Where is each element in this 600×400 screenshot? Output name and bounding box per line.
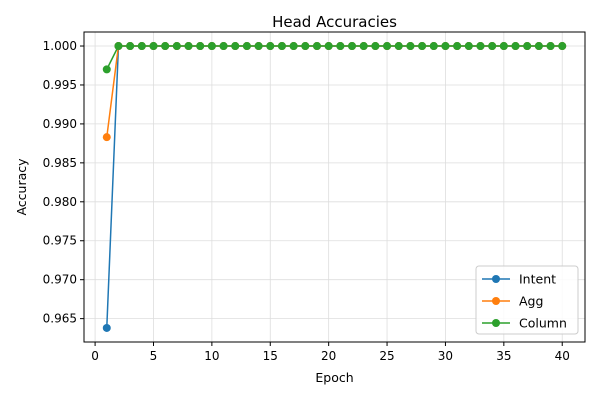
data-point-column: [453, 42, 462, 51]
data-point-column: [546, 42, 555, 51]
data-point-column: [429, 42, 438, 51]
series-line-column: [106, 45, 563, 70]
data-point-column: [231, 42, 240, 51]
data-point-column: [149, 42, 158, 51]
data-point-column: [289, 42, 298, 51]
legend-marker-swatch: [492, 275, 500, 283]
data-point-column: [254, 42, 263, 51]
x-tick-label: 30: [438, 349, 453, 363]
data-point-column: [523, 42, 532, 51]
y-tick-label: 0.975: [43, 234, 77, 248]
data-point-column: [371, 42, 380, 51]
data-point-column: [102, 65, 111, 74]
data-point-column: [114, 42, 123, 51]
data-point-column: [196, 42, 205, 51]
y-tick-label: 0.995: [43, 78, 77, 92]
x-tick-label: 5: [150, 349, 158, 363]
data-point-column: [219, 42, 228, 51]
data-point-column: [359, 42, 368, 51]
data-point-column: [184, 42, 193, 51]
x-tick-label: 40: [555, 349, 570, 363]
data-point-column: [336, 42, 345, 51]
y-tick-label: 1.000: [43, 39, 77, 53]
data-point-intent: [102, 323, 111, 332]
x-tick-label: 0: [91, 349, 99, 363]
legend-label: Intent: [519, 272, 556, 287]
legend-item-column: Column: [482, 316, 567, 331]
plot-area-frame: [83, 31, 586, 343]
x-tick-label: 15: [263, 349, 278, 363]
legend-box: [475, 265, 579, 335]
data-point-column: [172, 42, 181, 51]
data-point-column: [126, 42, 135, 51]
y-tick-label: 0.965: [43, 312, 77, 326]
x-axis: 0 5 10 15 20 25 30 35 40: [91, 342, 570, 363]
series-column: [102, 42, 567, 74]
y-tick-label: 0.970: [43, 273, 77, 287]
data-point-column: [499, 42, 508, 51]
chart-title: Head Accuracies: [272, 13, 397, 31]
data-point-column: [534, 42, 543, 51]
data-point-column: [161, 42, 170, 51]
legend-item-agg: Agg: [482, 294, 543, 309]
data-point-column: [266, 42, 275, 51]
data-point-agg: [102, 133, 111, 142]
data-point-column: [441, 42, 450, 51]
legend: Intent Agg Column: [475, 265, 579, 335]
data-point-column: [301, 42, 310, 51]
y-axis-label: Accuracy: [14, 158, 29, 216]
data-point-column: [511, 42, 520, 51]
data-point-column: [277, 42, 286, 51]
x-axis-label: Epoch: [315, 370, 353, 385]
x-tick-label: 20: [321, 349, 336, 363]
data-point-column: [207, 42, 216, 51]
data-point-column: [418, 42, 427, 51]
data-point-column: [383, 42, 392, 51]
data-point-column: [312, 42, 321, 51]
x-tick-label: 10: [204, 349, 219, 363]
legend-label: Agg: [519, 294, 543, 309]
legend-label: Column: [519, 316, 567, 331]
y-tick-label: 0.990: [43, 117, 77, 131]
series-layer: [102, 42, 567, 332]
x-tick-label: 25: [379, 349, 394, 363]
legend-marker-swatch: [492, 297, 500, 305]
data-point-column: [464, 42, 473, 51]
data-point-column: [476, 42, 485, 51]
data-point-column: [488, 42, 497, 51]
y-tick-label: 0.980: [43, 195, 77, 209]
data-point-column: [406, 42, 415, 51]
y-tick-label: 0.985: [43, 156, 77, 170]
data-point-column: [348, 42, 357, 51]
y-axis: 0.965 0.970 0.975 0.980 0.985 0.990 0.995 1.000: [43, 39, 84, 326]
data-point-column: [137, 42, 146, 51]
data-point-column: [558, 42, 567, 51]
legend-item-intent: Intent: [482, 272, 556, 287]
legend-marker-swatch: [492, 319, 500, 327]
data-point-column: [324, 42, 333, 51]
data-point-column: [242, 42, 251, 51]
data-point-column: [394, 42, 403, 51]
x-tick-label: 35: [496, 349, 511, 363]
